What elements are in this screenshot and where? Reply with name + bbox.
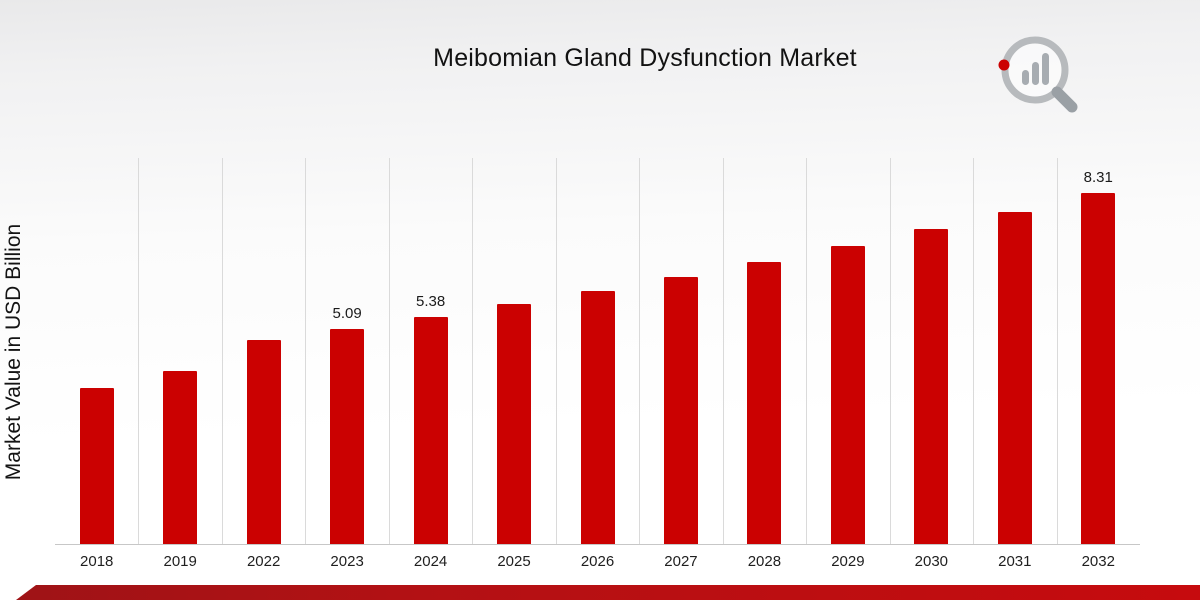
bar-value-label: 8.31: [1083, 169, 1113, 187]
bar-2032: [1081, 193, 1116, 544]
x-tick-2030: 2030: [914, 553, 949, 570]
x-tick-2024: 2024: [413, 553, 448, 570]
gridline: [1056, 158, 1058, 544]
bar-2025: [497, 304, 532, 544]
bar-2018: [79, 388, 114, 544]
x-axis-tick-labels: 2018 2019 2022 2023 2024 2025 2026 2027 2028 2029…: [55, 553, 1140, 577]
bar-2031: [997, 211, 1032, 544]
bar-value-label: 5.09: [332, 305, 362, 323]
gridline: [722, 158, 724, 544]
bar-2026: [580, 290, 615, 544]
gridline: [639, 158, 641, 544]
x-tick-2025: 2025: [497, 553, 531, 570]
y-axis-label: Market Value in USD Billion: [2, 223, 25, 481]
x-tick-2022: 2022: [246, 553, 281, 570]
x-tick-2019: 2019: [163, 553, 197, 570]
bar-2023: [330, 329, 365, 544]
bottom-accent-bar: [16, 585, 1200, 600]
brand-logo: [993, 26, 1087, 120]
bar-2019: [163, 371, 198, 544]
gridline: [472, 158, 474, 544]
bar-2029: [830, 246, 865, 544]
gridline: [221, 158, 223, 544]
gridline: [138, 158, 140, 544]
bar-2027: [663, 276, 698, 544]
bar-2024: [413, 316, 448, 544]
x-tick-2026: 2026: [580, 553, 615, 570]
x-tick-2023: 2023: [330, 553, 364, 570]
bar-value-label: 5.38: [415, 292, 446, 310]
gridline: [305, 158, 307, 544]
magnifier-chart-icon: [998, 36, 1078, 113]
bar-2022: [246, 340, 281, 544]
bar-2028: [747, 261, 782, 544]
gridline: [806, 158, 808, 544]
gridline: [973, 158, 975, 544]
gridline: [388, 158, 390, 544]
x-tick-2027: 2027: [664, 553, 698, 570]
x-tick-2031: 2031: [998, 553, 1032, 570]
plot-area: 5.09 5.38 8.31: [55, 158, 1140, 545]
x-tick-2018: 2018: [80, 553, 114, 570]
x-tick-2032: 2032: [1081, 553, 1115, 570]
x-tick-2028: 2028: [747, 553, 782, 570]
x-tick-2029: 2029: [831, 553, 865, 570]
chart-title: Meibomian Gland Dysfunction Market: [433, 44, 857, 72]
gridline: [889, 158, 891, 544]
gridline: [555, 158, 557, 544]
bar-2030: [914, 229, 949, 544]
